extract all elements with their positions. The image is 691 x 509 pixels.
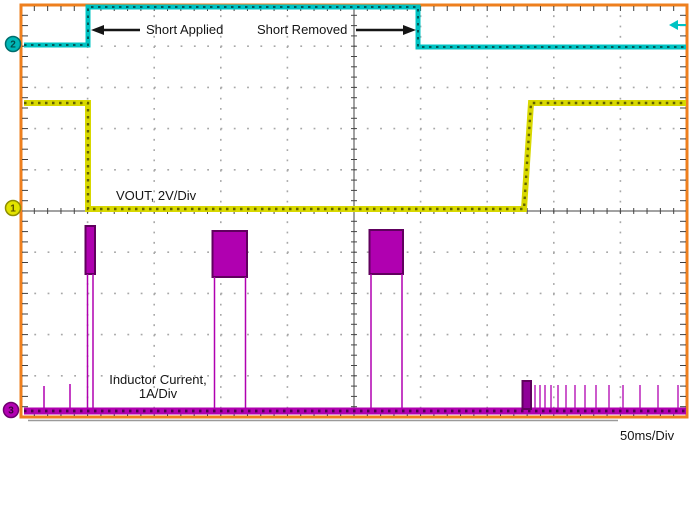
channel-1-marker: 1 xyxy=(4,199,22,217)
ch3-inductor-current-trace xyxy=(24,225,686,415)
vout-scale-label: VOUT, 2V/Div xyxy=(116,188,197,203)
inductor-current-label-line1: Inductor Current, xyxy=(109,372,207,387)
inductor-current-label-line2: 1A/Div xyxy=(138,386,178,401)
svg-text:3: 3 xyxy=(8,406,14,417)
short-removed-label: Short Removed xyxy=(257,22,348,37)
channel-2-marker: 2 xyxy=(4,35,22,53)
timebase-label: 50ms/Div xyxy=(620,428,675,443)
ch2-short-signal-trace xyxy=(24,4,686,50)
ch1-vout-trace xyxy=(24,100,686,212)
svg-text:1: 1 xyxy=(10,204,16,215)
short-applied-label: Short Applied xyxy=(146,22,224,37)
trigger-level-marker xyxy=(669,20,686,30)
svg-text:2: 2 xyxy=(10,40,16,51)
short-removed-arrow xyxy=(356,25,416,35)
channel-3-marker: 3 xyxy=(2,401,20,419)
short-applied-arrow xyxy=(91,25,140,35)
inductor-current-label: Inductor Current, 1A/Div xyxy=(98,373,218,401)
